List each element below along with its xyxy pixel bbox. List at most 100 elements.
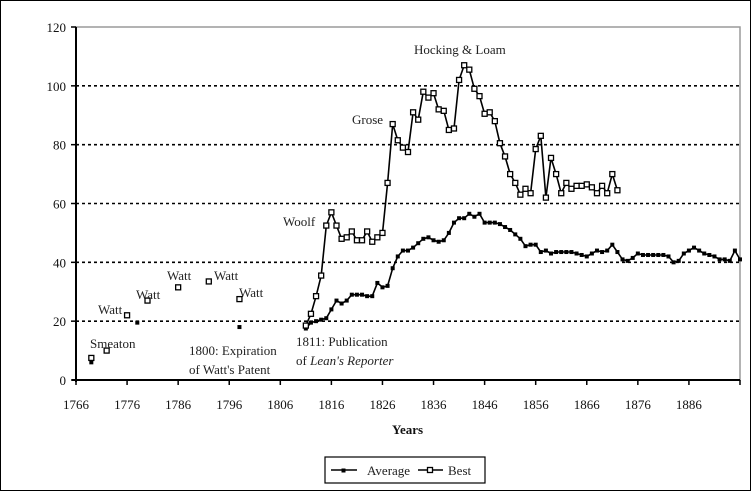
average-marker-icon bbox=[375, 280, 380, 285]
average-marker-icon bbox=[385, 283, 390, 288]
average-marker-icon bbox=[625, 258, 630, 263]
best-marker-icon bbox=[496, 140, 504, 147]
average-marker-icon bbox=[380, 285, 385, 290]
average-marker-icon bbox=[477, 211, 482, 216]
average-marker-icon bbox=[666, 254, 671, 259]
annotation-expiration-line1: 1800: Expiration bbox=[189, 343, 277, 358]
average-marker-icon bbox=[426, 235, 431, 240]
annotation-hocking-loam: Hocking & Loam bbox=[414, 42, 506, 57]
best-marker-icon bbox=[512, 179, 519, 187]
annotation-watt-1: Watt bbox=[98, 302, 123, 317]
average-marker-icon bbox=[697, 248, 702, 253]
best-marker-icon bbox=[307, 310, 315, 317]
y-tick-label: 100 bbox=[47, 79, 67, 94]
average-marker-icon bbox=[594, 248, 599, 253]
best-marker-icon bbox=[369, 238, 376, 245]
average-marker-icon bbox=[564, 250, 569, 255]
annotation-watt-4: Watt bbox=[214, 268, 239, 283]
average-marker-icon bbox=[390, 266, 395, 271]
publication-title: Lean's Reporter bbox=[309, 353, 394, 368]
average-marker-icon bbox=[727, 258, 732, 263]
annotation-watt-3: Watt bbox=[167, 268, 192, 283]
x-tick-label: 1876 bbox=[625, 397, 652, 412]
x-tick-label: 1796 bbox=[216, 397, 243, 412]
annotation-grose: Grose bbox=[352, 112, 383, 127]
x-tick-label: 1786 bbox=[165, 397, 192, 412]
average-marker-icon bbox=[503, 225, 508, 230]
y-tick-label: 60 bbox=[53, 197, 66, 212]
best-marker-icon bbox=[507, 170, 514, 178]
best-marker-icon bbox=[501, 153, 509, 160]
average-marker-icon bbox=[549, 251, 554, 256]
average-marker-icon bbox=[702, 251, 707, 256]
annotation-smeaton: Smeaton bbox=[90, 336, 136, 351]
average-marker-icon bbox=[615, 250, 620, 255]
series-line-average bbox=[305, 213, 741, 330]
average-marker-icon bbox=[646, 252, 651, 257]
best-marker-icon bbox=[404, 148, 412, 156]
best-marker-icon bbox=[302, 322, 309, 329]
best-marker-icon bbox=[466, 66, 473, 73]
average-marker-icon bbox=[651, 252, 656, 257]
y-tick-label: 0 bbox=[60, 373, 67, 388]
average-marker-icon bbox=[441, 238, 446, 243]
x-tick-label: 1766 bbox=[63, 397, 90, 412]
average-marker-icon bbox=[554, 250, 559, 255]
best-marker-icon bbox=[476, 92, 483, 100]
best-marker-icon bbox=[573, 182, 580, 190]
average-marker-icon bbox=[354, 292, 359, 297]
best-marker-icon bbox=[343, 234, 350, 241]
best-marker-icon bbox=[425, 94, 432, 101]
average-marker-icon bbox=[334, 298, 339, 303]
best-marker-icon bbox=[609, 170, 616, 178]
best-marker-icon bbox=[348, 228, 355, 235]
publication-prefix: of bbox=[296, 353, 310, 368]
annotation-woolf: Woolf bbox=[283, 214, 316, 229]
average-marker-icon bbox=[559, 250, 564, 255]
best-marker-icon bbox=[144, 297, 151, 304]
average-marker-icon bbox=[692, 245, 697, 250]
average-marker-icon bbox=[416, 241, 421, 246]
average-marker-icon bbox=[610, 242, 615, 247]
best-marker-icon bbox=[552, 170, 560, 178]
annotation-publication-line2: of Lean's Reporter bbox=[296, 353, 394, 368]
best-marker-icon bbox=[88, 354, 95, 362]
best-marker-icon bbox=[379, 229, 386, 237]
best-marker-icon bbox=[123, 312, 131, 319]
average-marker-icon bbox=[518, 236, 523, 241]
average-marker-icon bbox=[732, 248, 737, 253]
average-marker-icon bbox=[681, 251, 686, 256]
best-marker-icon bbox=[323, 222, 330, 229]
average-marker-icon bbox=[686, 248, 691, 253]
average-marker-icon bbox=[467, 211, 472, 216]
average-marker-icon bbox=[656, 252, 661, 257]
y-tick-label: 20 bbox=[53, 314, 66, 329]
average-marker-icon bbox=[569, 250, 574, 255]
best-marker-icon bbox=[588, 184, 596, 191]
average-marker-icon bbox=[600, 250, 605, 255]
average-marker-icon bbox=[661, 252, 666, 257]
legend-best-label: Best bbox=[448, 463, 472, 478]
average-marker-icon bbox=[370, 294, 375, 299]
average-marker-icon bbox=[508, 227, 513, 232]
best-marker-icon bbox=[358, 237, 366, 244]
x-tick-label: 1826 bbox=[369, 397, 396, 412]
y-axis-ticks: 0 20 40 60 80 100 120 bbox=[47, 20, 76, 388]
average-marker-icon bbox=[543, 248, 548, 253]
x-axis-title: Years bbox=[392, 422, 423, 437]
average-marker-icon bbox=[579, 252, 584, 257]
average-marker-icon bbox=[329, 307, 334, 312]
y-tick-label: 80 bbox=[53, 138, 66, 153]
best-marker-icon bbox=[409, 109, 417, 116]
best-marker-icon bbox=[461, 62, 468, 69]
best-marker-icon bbox=[598, 182, 606, 190]
x-tick-label: 1776 bbox=[114, 397, 141, 412]
best-marker-icon bbox=[542, 194, 550, 201]
legend-best-marker-icon bbox=[426, 466, 434, 474]
average-marker-icon bbox=[446, 230, 451, 235]
best-marker-icon bbox=[328, 209, 335, 216]
x-tick-label: 1866 bbox=[574, 397, 601, 412]
series-markers bbox=[88, 62, 742, 365]
annotation-publication-line1: 1811: Publication bbox=[296, 334, 388, 349]
average-marker-icon bbox=[589, 251, 594, 256]
